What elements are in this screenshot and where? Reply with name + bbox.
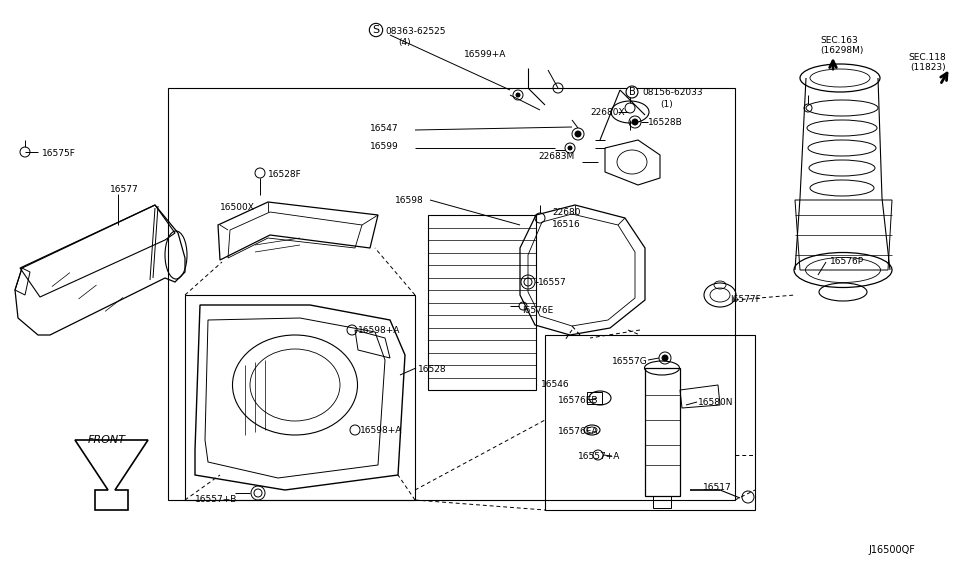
Text: 16557: 16557 xyxy=(538,278,566,287)
Text: l6577F: l6577F xyxy=(730,295,760,304)
Text: 16598+A: 16598+A xyxy=(360,426,403,435)
Text: 16546: 16546 xyxy=(541,380,569,389)
Text: 16528F: 16528F xyxy=(268,170,301,179)
Text: 16599+A: 16599+A xyxy=(464,50,506,59)
Text: 16576EB: 16576EB xyxy=(558,396,599,405)
Text: 16528: 16528 xyxy=(418,365,447,374)
Text: 08156-62033: 08156-62033 xyxy=(642,88,703,97)
Text: 16517: 16517 xyxy=(703,483,732,492)
Text: 22680: 22680 xyxy=(552,208,580,217)
Text: 16598+A: 16598+A xyxy=(358,326,401,335)
Text: 16500X: 16500X xyxy=(220,203,254,212)
Text: 16577: 16577 xyxy=(110,185,138,194)
Text: 16580N: 16580N xyxy=(698,398,733,407)
Text: S: S xyxy=(372,25,379,35)
Text: 16575F: 16575F xyxy=(42,149,76,158)
Text: 16598: 16598 xyxy=(395,196,424,205)
Text: 16557+A: 16557+A xyxy=(578,452,620,461)
Circle shape xyxy=(575,131,581,137)
Circle shape xyxy=(516,93,520,97)
Text: 16576EA: 16576EA xyxy=(558,427,599,436)
Circle shape xyxy=(662,355,668,361)
Circle shape xyxy=(632,119,638,125)
Text: 16528B: 16528B xyxy=(648,118,682,127)
Text: 22680X: 22680X xyxy=(590,108,625,117)
Bar xyxy=(653,496,671,508)
Circle shape xyxy=(568,146,572,150)
Text: 16557+B: 16557+B xyxy=(195,495,237,504)
Text: SEC.118: SEC.118 xyxy=(908,53,946,62)
Text: l6576E: l6576E xyxy=(522,306,553,315)
Bar xyxy=(168,88,735,500)
Text: (16298M): (16298M) xyxy=(820,46,864,55)
Bar xyxy=(185,295,415,500)
Text: B: B xyxy=(629,87,636,97)
Text: FRONT: FRONT xyxy=(88,435,126,445)
Text: 16599: 16599 xyxy=(370,142,399,151)
Bar xyxy=(545,335,755,510)
Text: 16557G: 16557G xyxy=(612,357,647,366)
Text: (1): (1) xyxy=(660,100,673,109)
Text: J16500QF: J16500QF xyxy=(868,545,915,555)
Bar xyxy=(428,215,536,390)
Text: 22683M: 22683M xyxy=(538,152,574,161)
Text: 16576P: 16576P xyxy=(830,257,864,266)
Bar xyxy=(645,368,680,496)
Text: (4): (4) xyxy=(398,38,410,47)
Text: 16547: 16547 xyxy=(370,124,399,133)
Bar xyxy=(587,392,602,404)
Text: 16516: 16516 xyxy=(552,220,581,229)
Text: (11823): (11823) xyxy=(910,63,946,72)
Text: 08363-62525: 08363-62525 xyxy=(385,27,446,36)
Text: SEC.163: SEC.163 xyxy=(820,36,858,45)
